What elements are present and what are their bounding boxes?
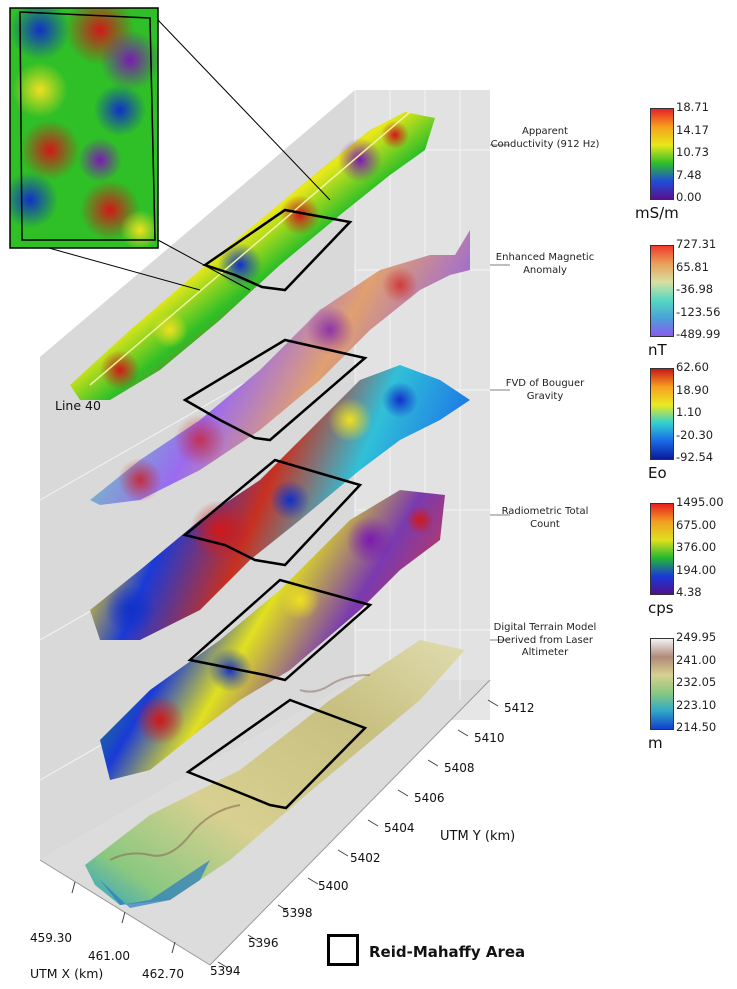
colorbar-tick-label: 0.00 xyxy=(676,190,702,204)
colorbar-tick-label: -20.30 xyxy=(676,427,714,442)
y-axis-title: UTM Y (km) xyxy=(440,829,516,844)
colorbar-tick-label: -92.54 xyxy=(676,450,714,464)
layer-dtm xyxy=(85,640,465,908)
layer-label-conductivity: Apparent Conductivity (912 Hz) xyxy=(490,126,600,150)
colorbar-tick-label: 65.81 xyxy=(676,259,709,274)
reid-mahaffy-outline-dtm xyxy=(185,698,368,810)
layer-label-dtm: Digital Terrain Model Derived from Laser… xyxy=(493,622,597,658)
colorbar-tick-label: 18.71 xyxy=(676,100,709,114)
colorbar-tick-label: 675.00 xyxy=(676,517,717,532)
reid-mahaffy-outline-magnetic xyxy=(182,338,368,442)
y-tick-label: 5396 xyxy=(248,936,279,950)
colorbar-tick-label: 14.17 xyxy=(676,122,709,137)
x-axis-title: UTM X (km) xyxy=(30,966,104,981)
y-tick-label: 5404 xyxy=(384,821,415,835)
colorbar-tick-label: 376.00 xyxy=(676,540,717,554)
colorbar-tick-label: 62.60 xyxy=(676,360,709,374)
line-40-label: Line 40 xyxy=(55,398,101,413)
y-tick-label: 5408 xyxy=(444,761,475,775)
y-tick-label: 5398 xyxy=(282,906,313,920)
layer-label-gravity: FVD of Bouguer Gravity xyxy=(505,378,585,402)
reid-mahaffy-outline-gravity xyxy=(182,458,363,567)
y-tick-label: 5406 xyxy=(414,791,445,805)
colorbar-tick-label: 232.05 xyxy=(676,675,717,689)
colorbar xyxy=(650,245,674,337)
colorbar xyxy=(650,503,674,595)
colorbar-tick-label: -123.56 xyxy=(676,304,721,319)
x-tick-label: 461.00 xyxy=(88,949,130,963)
colorbar-tick-label: 214.50 xyxy=(676,720,717,734)
layer-label-radiometric: Radiometric Total Count xyxy=(501,506,589,530)
y-axis-ticks xyxy=(217,699,499,969)
label-leaders xyxy=(490,144,510,641)
colorbar-tick-label: 223.10 xyxy=(676,697,717,712)
colorbar-unit: m xyxy=(648,734,663,752)
layer-conductivity xyxy=(70,111,435,400)
colorbar xyxy=(650,108,674,200)
colorbar-tick-label: 727.31 xyxy=(676,237,717,251)
y-tick-label: 5410 xyxy=(474,731,505,745)
colorbar-tick-label: -489.99 xyxy=(676,327,721,341)
layer-label-magnetic: Enhanced Magnetic Anomaly xyxy=(495,252,595,276)
x-tick-label: 459.30 xyxy=(30,931,72,945)
x-axis-ticks xyxy=(71,881,176,954)
y-tick-label: 5412 xyxy=(504,701,535,715)
layer-gravity xyxy=(90,365,470,640)
reid-mahaffy-outline-radiometric xyxy=(187,578,373,682)
y-tick-label: 5400 xyxy=(318,879,349,893)
colorbar-tick-label: 10.73 xyxy=(676,145,709,159)
x-tick-label: 462.70 xyxy=(142,967,184,981)
colorbar xyxy=(650,368,674,460)
layer-magnetic xyxy=(90,230,470,505)
colorbar xyxy=(650,638,674,730)
layer-radiometric xyxy=(100,490,445,780)
legend-label: Reid-Mahaffy Area xyxy=(369,943,526,961)
inset-zoom xyxy=(9,7,331,291)
reid-mahaffy-outline-conductivity xyxy=(202,208,353,292)
colorbar-tick-label: 241.00 xyxy=(676,652,717,667)
y-tick-label: 5402 xyxy=(350,851,381,865)
colorbar-tick-label: 194.00 xyxy=(676,562,717,577)
colorbar-unit: mS/m xyxy=(635,204,679,222)
colorbar-tick-label: 7.48 xyxy=(676,167,702,182)
colorbar-unit: cps xyxy=(648,599,674,617)
colorbar-unit: Eo xyxy=(648,464,667,482)
colorbar-tick-label: 249.95 xyxy=(676,630,717,644)
colorbar-tick-label: -36.98 xyxy=(676,282,714,296)
legend-swatch xyxy=(327,934,359,966)
colorbar-tick-label: 1495.00 xyxy=(676,495,724,509)
colorbar-tick-label: 1.10 xyxy=(676,405,702,419)
flight-line-40 xyxy=(89,111,411,386)
colorbar-tick-label: 4.38 xyxy=(676,585,702,599)
colorbar-tick-label: 18.90 xyxy=(676,382,709,397)
colorbar-unit: nT xyxy=(648,341,667,359)
y-tick-label: 5394 xyxy=(210,964,241,978)
